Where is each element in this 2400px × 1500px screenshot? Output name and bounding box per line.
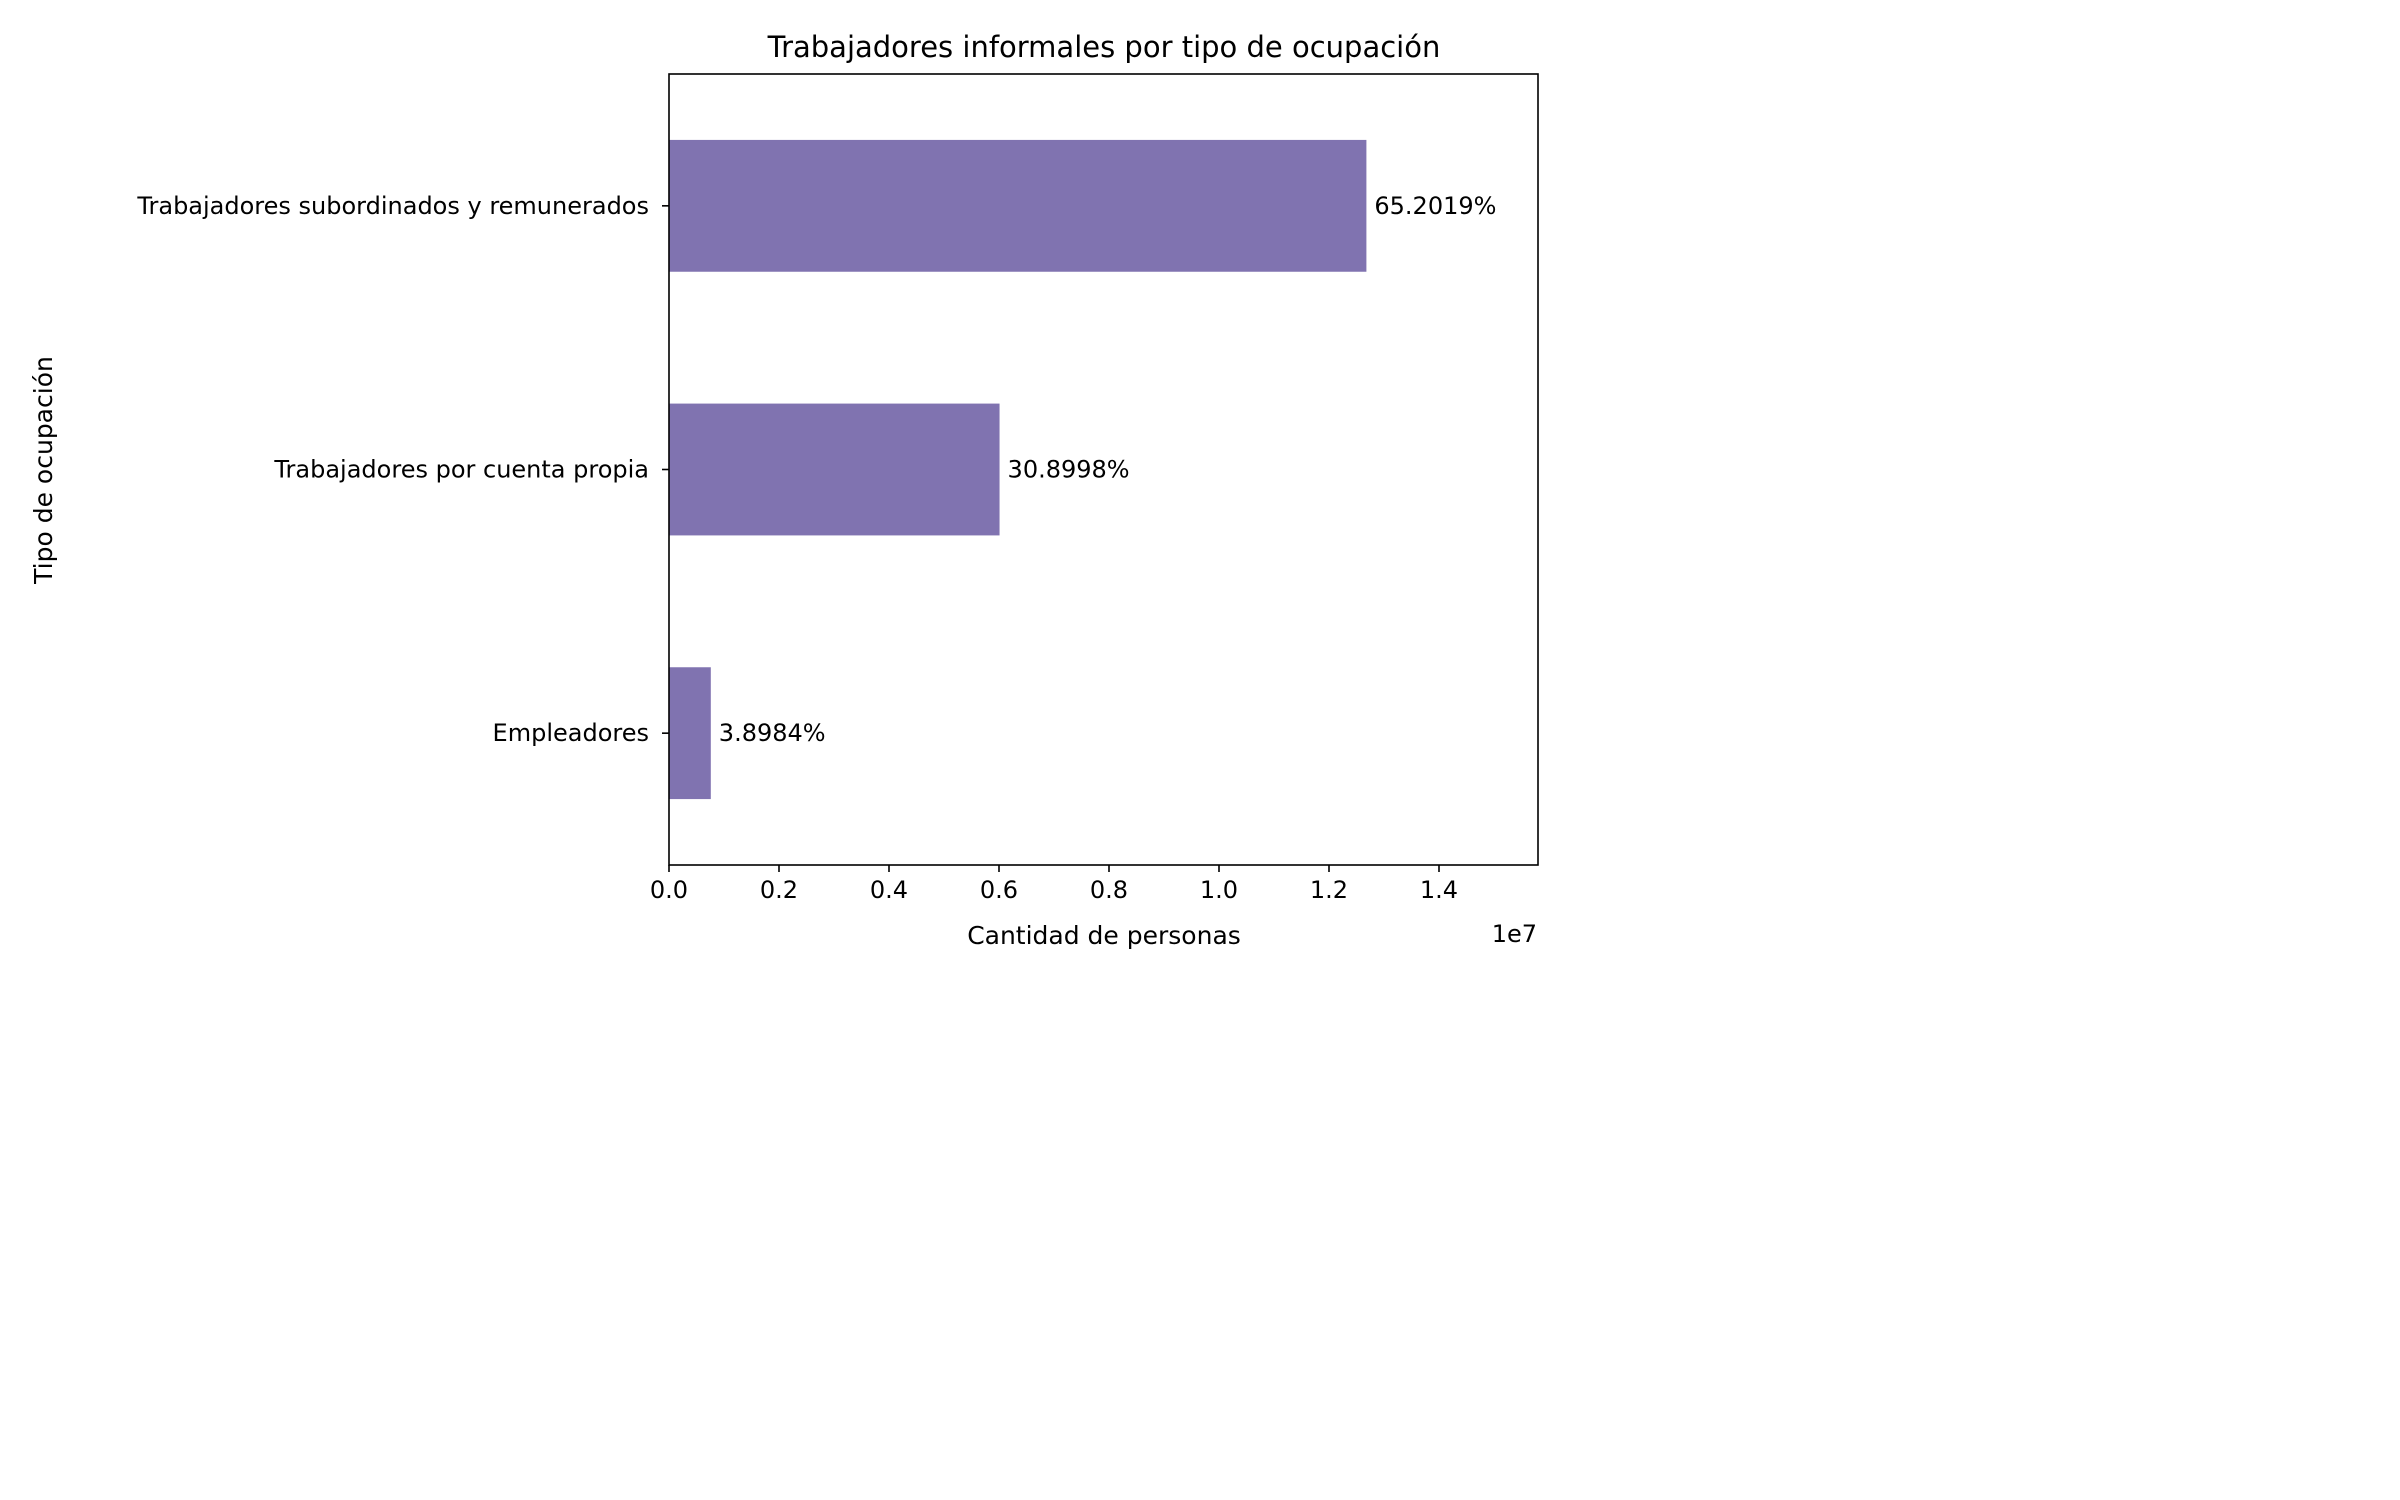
plot-frame [668, 73, 1539, 866]
x-axis-offset-label: 1e7 [1492, 920, 1537, 948]
x-tick-label: 0.2 [760, 876, 798, 904]
data-label: 30.8998% [1008, 456, 1130, 484]
plot-area: 65.2019% Trabajadores subordinados y remu… [136, 139, 1496, 904]
x-tick-label: 0.0 [650, 876, 688, 904]
x-tick-label: 0.6 [980, 876, 1018, 904]
x-axis-label: Cantidad de personas [967, 921, 1241, 950]
x-tick-label: 0.8 [1090, 876, 1128, 904]
y-tick-label: Trabajadores por cuenta propia [273, 456, 649, 484]
bar [669, 667, 711, 800]
x-tick-label: 0.4 [870, 876, 908, 904]
chart-title: Trabajadores informales por tipo de ocup… [767, 30, 1441, 64]
x-tick-label: 1.0 [1200, 876, 1238, 904]
bar [669, 403, 1000, 536]
x-tick-label: 1.2 [1310, 876, 1348, 904]
y-tick-label: Empleadores [493, 719, 649, 747]
bar-chart: Trabajadores informales por tipo de ocup… [29, 30, 1539, 950]
y-tick-label: Trabajadores subordinados y remunerados [136, 192, 649, 220]
bar [669, 139, 1367, 272]
data-label: 65.2019% [1374, 192, 1496, 220]
y-axis-label: Tipo de ocupación [29, 356, 58, 585]
x-tick-label: 1.4 [1420, 876, 1458, 904]
data-label: 3.8984% [719, 719, 826, 747]
